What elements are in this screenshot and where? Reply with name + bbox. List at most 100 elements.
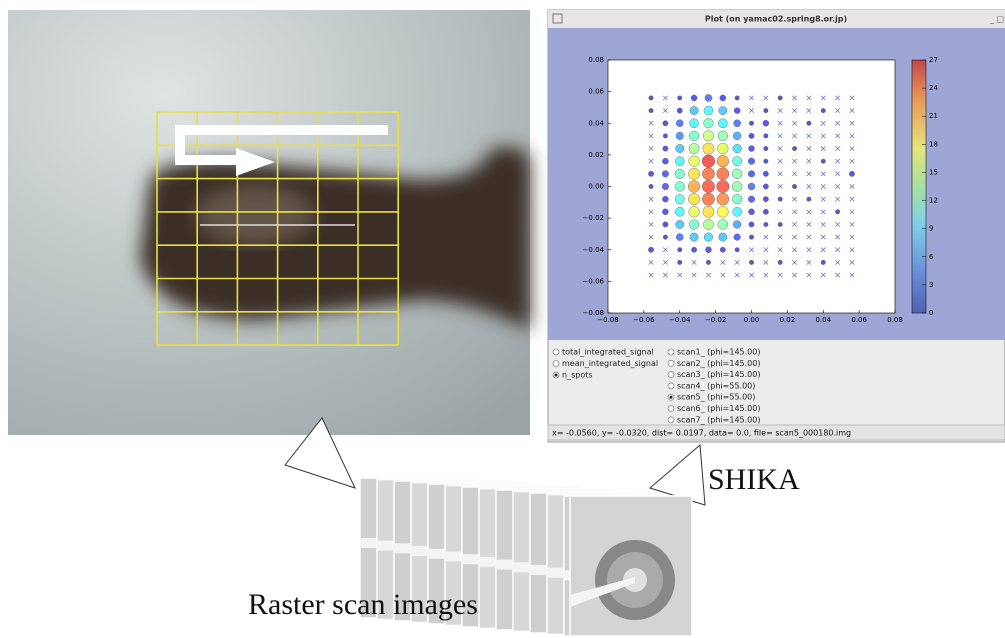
colorbar-label: 15 — [929, 168, 938, 176]
spot-marker — [676, 234, 683, 241]
spot-marker — [678, 248, 683, 253]
spot-marker — [764, 146, 769, 151]
colorbar-label: 24 — [929, 84, 938, 92]
radio-button[interactable] — [668, 406, 674, 412]
spot-marker — [778, 197, 783, 202]
spot-marker — [691, 247, 696, 252]
y-tick-label: 0.04 — [588, 119, 604, 127]
spot-marker — [676, 144, 684, 152]
spot-marker — [748, 146, 754, 152]
spot-marker — [719, 233, 727, 241]
x-tick-label: 0.06 — [851, 316, 867, 324]
radio-button[interactable] — [553, 349, 559, 355]
spot-marker — [749, 121, 754, 126]
spot-marker — [662, 196, 668, 202]
radio-button[interactable] — [668, 360, 674, 366]
spot-marker — [649, 96, 654, 101]
colorbar-label: 0 — [929, 309, 933, 317]
spot-marker — [734, 234, 741, 241]
spot-marker — [732, 194, 742, 204]
radio-label[interactable]: scan2_ (phi=145.00) — [677, 359, 760, 368]
spot-marker — [748, 158, 755, 165]
spot-marker — [717, 168, 729, 180]
spot-marker — [702, 155, 715, 168]
spot-marker — [705, 247, 711, 253]
x-tick-label: 0.02 — [780, 316, 796, 324]
spot-marker — [735, 248, 740, 253]
spot-marker — [732, 157, 741, 166]
spot-marker — [704, 106, 713, 115]
plot-window: Plot (on yamac02.spring8.or.jp) _ □ x= -… — [548, 10, 1005, 442]
spot-marker — [705, 94, 712, 101]
x-tick-label: −0.04 — [669, 316, 691, 324]
y-tick-label: 0.02 — [588, 151, 604, 159]
radio-button[interactable] — [668, 417, 674, 423]
spot-marker — [702, 180, 714, 192]
spot-marker — [706, 260, 711, 265]
spot-marker — [663, 222, 668, 227]
spot-marker — [649, 184, 654, 189]
radio-label[interactable]: scan6_ (phi=145.00) — [677, 404, 760, 413]
spot-marker — [676, 132, 684, 140]
spot-marker — [662, 158, 668, 164]
radio-label[interactable]: scan4_ (phi=55.00) — [677, 381, 755, 390]
window-buttons[interactable]: _ □ — [989, 15, 1004, 24]
spot-marker — [732, 169, 742, 179]
spot-marker — [792, 146, 797, 151]
spot-marker — [763, 209, 768, 214]
spot-marker — [677, 108, 682, 113]
spot-marker — [835, 210, 840, 215]
spot-marker — [764, 222, 769, 227]
spot-marker — [690, 106, 698, 114]
spot-marker — [690, 119, 699, 128]
spot-marker — [689, 156, 700, 167]
spot-marker — [748, 209, 754, 215]
radio-button[interactable] — [553, 361, 559, 367]
spot-marker — [703, 219, 713, 229]
spot-marker — [718, 119, 727, 128]
raster-label: Raster scan images — [248, 588, 478, 621]
spot-marker — [718, 131, 728, 141]
y-tick-label: −0.04 — [583, 246, 605, 254]
spot-marker — [735, 96, 740, 101]
radio-button[interactable] — [668, 372, 674, 378]
x-tick-label: −0.06 — [633, 316, 655, 324]
spot-marker — [720, 247, 725, 252]
spot-marker — [688, 193, 699, 204]
colorbar-label: 18 — [929, 140, 938, 148]
radio-label[interactable]: scan3_ (phi=145.00) — [677, 370, 760, 379]
spot-marker — [689, 220, 699, 230]
spot-marker — [733, 220, 741, 228]
spot-marker — [749, 222, 754, 227]
spot-marker — [749, 260, 754, 265]
radio-label[interactable]: scan7_ (phi=145.00) — [677, 415, 760, 424]
colorbar-label: 3 — [929, 281, 933, 289]
spot-marker — [691, 95, 697, 101]
spot-marker — [821, 108, 826, 113]
spot-marker — [734, 120, 741, 127]
spot-marker — [690, 233, 698, 241]
radio-button[interactable] — [668, 383, 674, 389]
radio-label[interactable]: scan5_ (phi=55.00) — [677, 393, 755, 402]
radio-label[interactable]: scan1_ (phi=145.00) — [677, 348, 760, 357]
radio-label[interactable]: mean_integrated_signal — [562, 359, 658, 368]
spot-marker — [689, 131, 699, 141]
x-tick-label: −0.08 — [597, 316, 618, 324]
figure: Plot (on yamac02.spring8.or.jp) _ □ x= -… — [0, 0, 1005, 638]
spot-marker — [748, 183, 755, 190]
radio-button[interactable] — [668, 349, 674, 355]
radio-label[interactable]: n_spots — [562, 371, 593, 380]
radio-dot — [670, 396, 673, 399]
spot-marker — [688, 181, 700, 193]
y-tick-label: 0.08 — [588, 56, 604, 64]
spot-marker — [675, 207, 684, 216]
spot-marker — [732, 182, 742, 192]
spot-marker — [678, 96, 683, 101]
radio-label[interactable]: total_integrated_signal — [562, 348, 654, 357]
spot-marker — [763, 171, 768, 176]
spot-marker — [649, 108, 654, 113]
spot-marker — [662, 171, 669, 178]
spot-marker — [778, 96, 783, 101]
spot-marker — [675, 194, 684, 203]
spot-marker — [663, 134, 668, 139]
